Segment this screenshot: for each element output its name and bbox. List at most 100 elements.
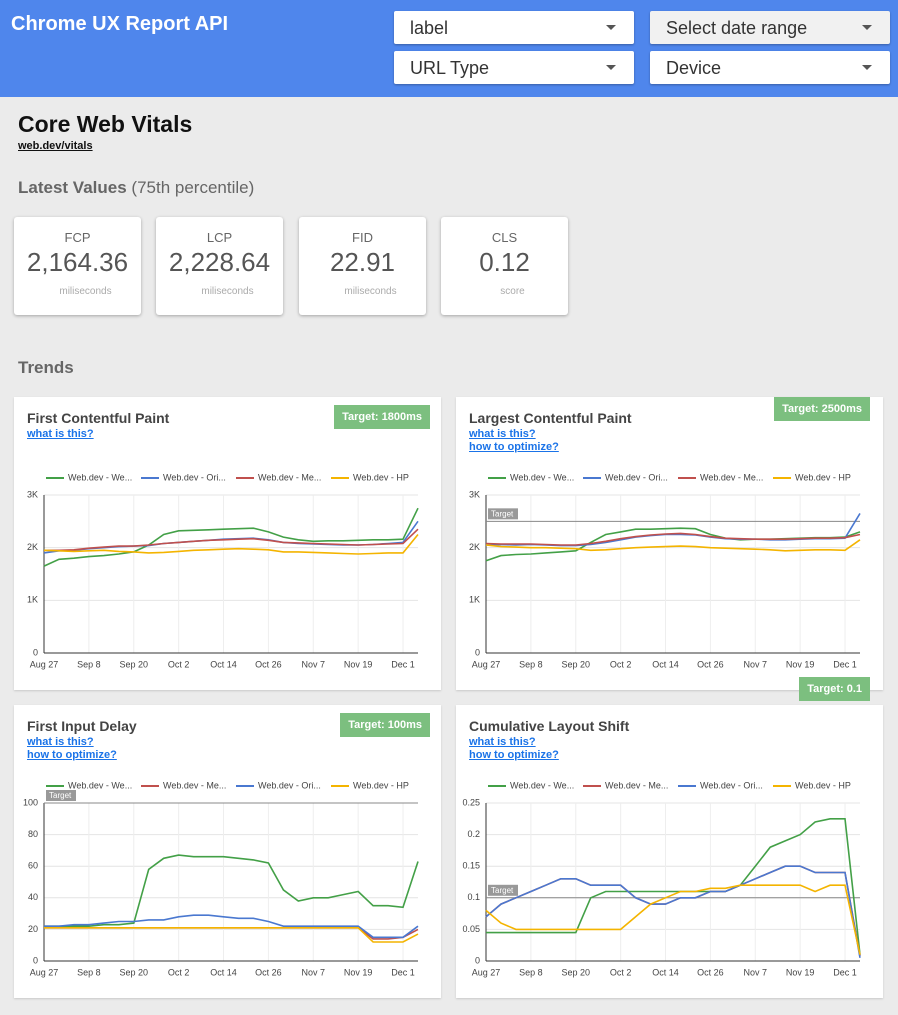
- legend-label: Web.dev - We...: [68, 780, 132, 790]
- app-title: Chrome UX Report API: [11, 13, 229, 35]
- chart: Web.dev - We... Web.dev - Ori... Web.dev -…: [469, 472, 861, 669]
- x-tick-label: Oct 26: [255, 659, 282, 669]
- series-line: [44, 927, 419, 943]
- legend-label: Web.dev - Ori...: [163, 472, 226, 482]
- legend-label: Web.dev - HP: [795, 472, 851, 482]
- x-tick-label: Sep 8: [77, 659, 101, 669]
- x-tick-label: Oct 14: [652, 659, 679, 669]
- legend-label: Web.dev - Me...: [700, 472, 763, 482]
- x-tick-label: Oct 26: [697, 967, 724, 977]
- series-line: [43, 507, 419, 567]
- y-tick-label: 0.05: [462, 924, 480, 934]
- kpi-card: CLS 0.12 score: [441, 217, 568, 315]
- x-tick-label: Nov 7: [744, 967, 768, 977]
- series-line: [486, 818, 861, 955]
- filter-dropdown[interactable]: Device: [650, 51, 890, 84]
- kpi-unit: score: [500, 286, 525, 297]
- kpi-unit: miliseconds: [59, 286, 112, 297]
- x-tick-label: Dec 1: [391, 967, 415, 977]
- legend-label: Web.dev - Me...: [605, 780, 668, 790]
- kpi-label: CLS: [491, 230, 518, 245]
- x-tick-label: Oct 2: [168, 659, 190, 669]
- target-tag: [488, 884, 518, 896]
- chart-card: Cumulative Layout Shift what is this? how …: [456, 677, 883, 998]
- help-link[interactable]: how to optimize?: [27, 749, 117, 761]
- filter-dropdown[interactable]: label: [394, 11, 634, 44]
- y-tick-label: 0.15: [462, 861, 480, 871]
- chart: Web.dev - We... Web.dev - Ori... Web.dev -…: [27, 472, 419, 669]
- x-tick-label: Sep 20: [119, 967, 148, 977]
- kpi-label: FID: [352, 230, 373, 245]
- y-tick-label: 2K: [469, 542, 480, 552]
- kpi-card: LCP 2,228.64 miliseconds: [156, 217, 283, 315]
- filter-dropdown[interactable]: URL Type: [394, 51, 634, 84]
- x-tick-label: Nov 7: [302, 659, 326, 669]
- x-tick-label: Sep 20: [561, 967, 590, 977]
- section-title: Trends: [18, 358, 74, 377]
- x-tick-label: Oct 2: [610, 659, 632, 669]
- series-line: [485, 884, 861, 955]
- x-tick-label: Oct 2: [168, 967, 190, 977]
- x-tick-label: Nov 19: [344, 659, 373, 669]
- chart-card: First Contentful Paint what is this? Targe…: [14, 397, 441, 690]
- kpi-card: FCP 2,164.36 miliseconds: [14, 217, 141, 315]
- kpi-card: FID 22.91 miliseconds: [299, 217, 426, 315]
- x-tick-label: Aug 27: [472, 659, 501, 669]
- legend-label: Web.dev - Me...: [163, 780, 226, 790]
- legend-label: Web.dev - HP: [795, 780, 851, 790]
- x-tick-label: Aug 27: [30, 659, 59, 669]
- kpi-label: LCP: [206, 230, 233, 245]
- vitals-link[interactable]: web.dev/vitals: [18, 140, 93, 152]
- series-line: [44, 528, 419, 552]
- help-link[interactable]: what is this?: [27, 428, 94, 440]
- y-tick-label: 20: [28, 924, 38, 934]
- series-line: [44, 854, 419, 927]
- legend-label: Web.dev - HP: [353, 780, 409, 790]
- series-line: [485, 539, 861, 552]
- legend-label: Web.dev - Ori...: [605, 472, 668, 482]
- x-tick-label: Sep 8: [519, 967, 543, 977]
- help-link[interactable]: what is this?: [469, 428, 536, 440]
- chart-card: Largest Contentful Paint what is this? how…: [456, 397, 883, 690]
- help-link[interactable]: what is this?: [27, 736, 94, 748]
- y-tick-label: 3K: [469, 489, 480, 499]
- y-tick-label: 0: [33, 955, 38, 965]
- series-line: [485, 532, 861, 546]
- target-badge: Target: 1800ms: [334, 405, 430, 429]
- y-tick-label: 2K: [27, 542, 38, 552]
- page-title: Core Web Vitals: [18, 111, 193, 137]
- chart-title: Largest Contentful Paint: [469, 410, 632, 426]
- y-tick-label: 3K: [27, 489, 38, 499]
- kpi-unit: miliseconds: [344, 286, 397, 297]
- chart-card: First Input Delay what is this? how to opt…: [14, 705, 441, 998]
- target-badge: Target: 0.1: [799, 677, 870, 701]
- x-tick-label: Aug 27: [30, 967, 59, 977]
- y-tick-label: 0.25: [462, 797, 480, 807]
- series-line: [485, 865, 861, 958]
- help-link[interactable]: how to optimize?: [469, 749, 559, 761]
- dropdown-label: Select date range: [666, 18, 808, 38]
- y-tick-label: 80: [28, 829, 38, 839]
- kpi-unit: miliseconds: [201, 286, 254, 297]
- header: Chrome UX Report API label Select date r…: [0, 0, 898, 97]
- y-tick-label: 100: [23, 797, 38, 807]
- chart-title: First Input Delay: [27, 718, 137, 734]
- x-tick-label: Oct 26: [697, 659, 724, 669]
- help-link[interactable]: how to optimize?: [469, 441, 559, 453]
- kpi-value: 22.91: [329, 247, 396, 277]
- chart: Web.dev - We... Web.dev - Me... Web.dev - …: [462, 780, 861, 977]
- y-tick-label: 1K: [469, 595, 480, 605]
- section-title: Latest Values (75th percentile): [18, 178, 254, 198]
- dropdown-label: Device: [666, 58, 722, 78]
- y-tick-label: 60: [28, 861, 38, 871]
- x-tick-label: Oct 14: [210, 967, 237, 977]
- x-tick-label: Oct 14: [210, 659, 237, 669]
- x-tick-label: Nov 7: [744, 659, 768, 669]
- y-tick-label: 0.2: [467, 829, 480, 839]
- series-line: [485, 512, 861, 547]
- help-link[interactable]: what is this?: [469, 736, 536, 748]
- latest-note: (75th percentile): [131, 178, 255, 197]
- filter-dropdown[interactable]: Select date range: [650, 11, 890, 44]
- legend-label: Web.dev - We...: [510, 472, 574, 482]
